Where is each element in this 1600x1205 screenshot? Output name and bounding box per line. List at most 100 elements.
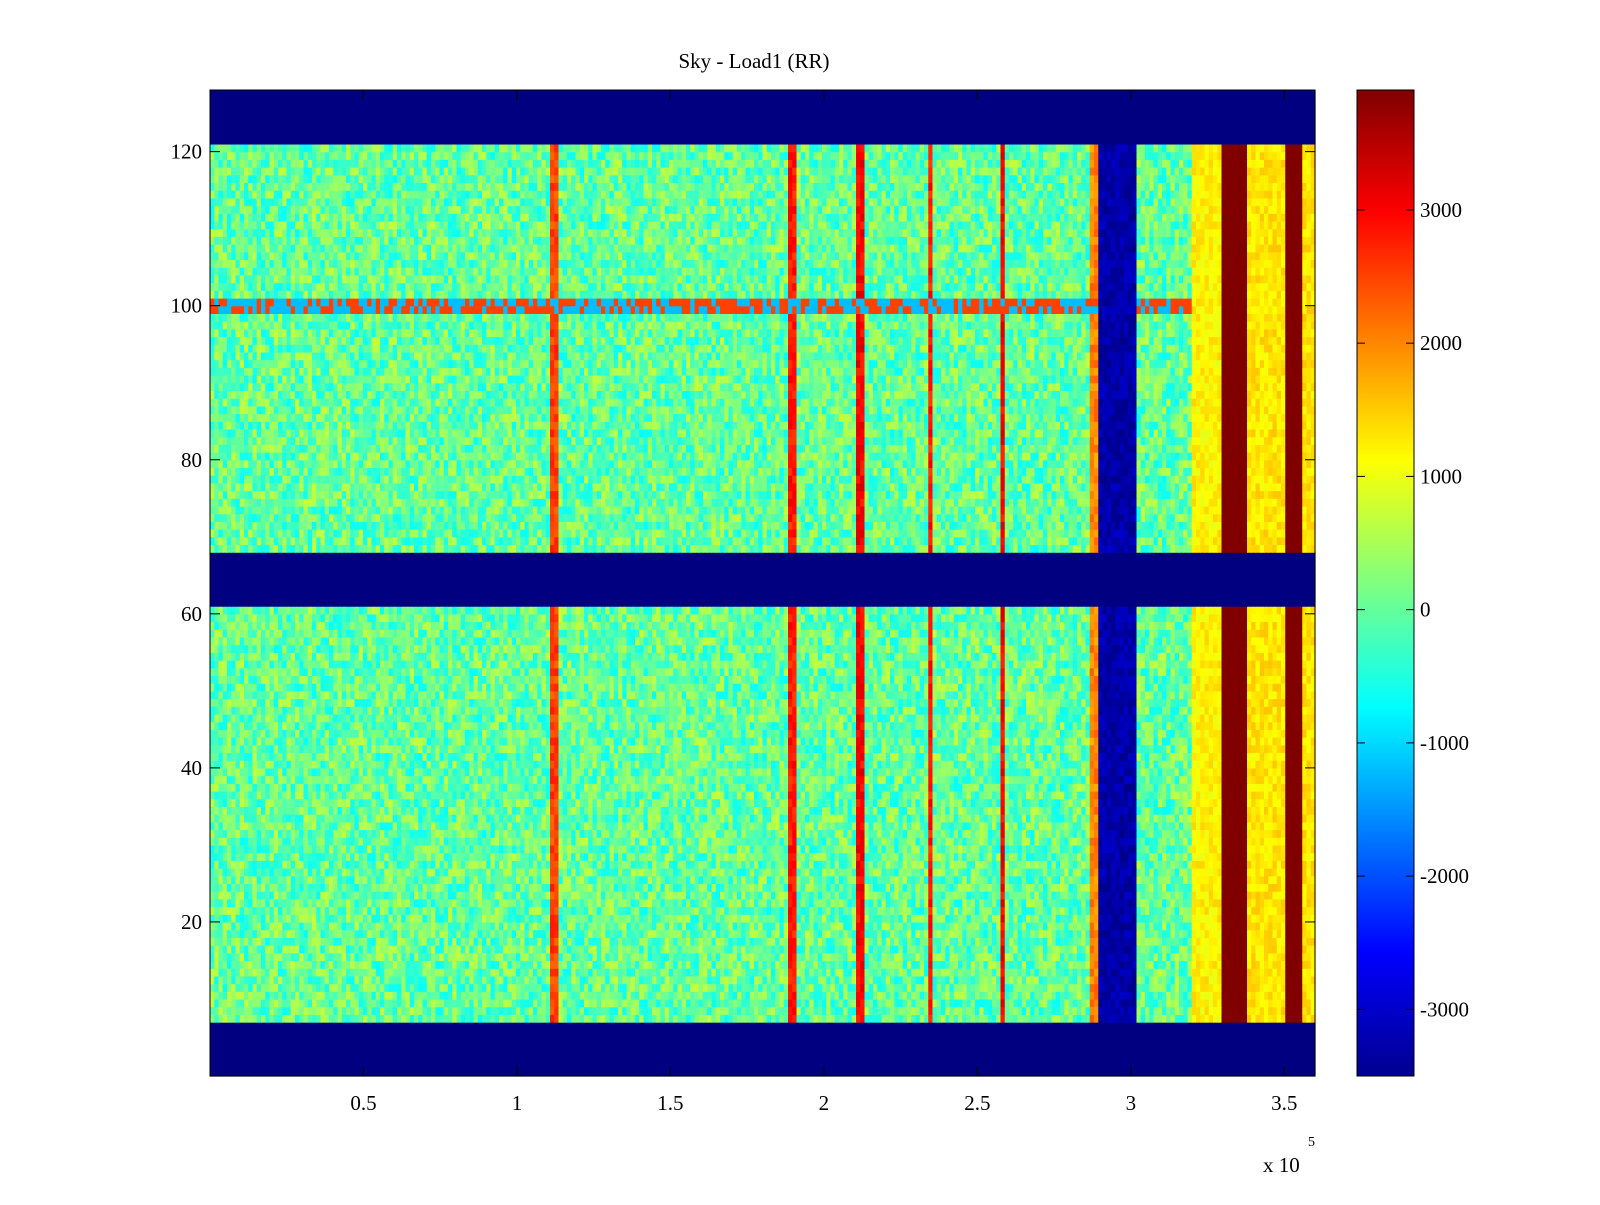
heatmap-cell <box>1205 953 1210 961</box>
heatmap-cell <box>393 991 398 999</box>
heatmap-cell <box>894 945 899 953</box>
heatmap-cell <box>635 984 640 992</box>
heatmap-cell <box>916 1014 921 1022</box>
heatmap-cell <box>363 937 368 945</box>
heatmap-cell <box>835 1037 840 1045</box>
heatmap-cell <box>1222 999 1227 1007</box>
heatmap-cell <box>907 953 912 961</box>
heatmap-cell <box>1171 1022 1176 1030</box>
heatmap-cell <box>775 991 780 999</box>
heatmap-cell <box>333 1037 338 1045</box>
heatmap-cell <box>1090 960 1095 968</box>
heatmap-cell <box>729 1068 734 1076</box>
heatmap-cell <box>1043 1061 1048 1069</box>
heatmap-cell <box>1192 1022 1197 1030</box>
heatmap-cell <box>508 1030 513 1038</box>
heatmap-cell <box>1005 1053 1010 1061</box>
heatmap-cell <box>431 1068 436 1076</box>
heatmap-cell <box>397 991 402 999</box>
heatmap-cell <box>809 1022 814 1030</box>
heatmap-cell <box>1226 953 1231 961</box>
heatmap-cell <box>971 1030 976 1038</box>
heatmap-cell <box>839 984 844 992</box>
heatmap-cell <box>1264 999 1269 1007</box>
heatmap-cell <box>1120 1037 1125 1045</box>
heatmap-cell <box>444 937 449 945</box>
heatmap-cell <box>1234 1022 1239 1030</box>
heatmap-cell <box>890 1014 895 1022</box>
heatmap-cell <box>1149 953 1154 961</box>
heatmap-cell <box>355 991 360 999</box>
heatmap-cell <box>1256 945 1261 953</box>
heatmap-cell <box>550 999 555 1007</box>
heatmap-cell <box>363 968 368 976</box>
heatmap-cell <box>618 968 623 976</box>
heatmap-cell <box>1120 991 1125 999</box>
heatmap-cell <box>665 984 670 992</box>
heatmap-cell <box>716 1022 721 1030</box>
heatmap-cell <box>839 1045 844 1053</box>
heatmap-cell <box>1158 1014 1163 1022</box>
heatmap-cell <box>1124 1068 1129 1076</box>
heatmap-cell <box>673 1030 678 1038</box>
heatmap-cell <box>1086 1045 1091 1053</box>
heatmap-cell <box>839 976 844 984</box>
heatmap-cell <box>767 960 772 968</box>
heatmap-cell <box>508 1007 513 1015</box>
heatmap-cell <box>648 945 653 953</box>
heatmap-cell <box>278 1037 283 1045</box>
heatmap-cell <box>1090 953 1095 961</box>
heatmap-cell <box>1001 1068 1006 1076</box>
heatmap-cell <box>741 984 746 992</box>
heatmap-cell <box>329 953 334 961</box>
heatmap-cell <box>461 1030 466 1038</box>
heatmap-cell <box>295 1022 300 1030</box>
heatmap-cell <box>1281 999 1286 1007</box>
heatmap-cell <box>648 953 653 961</box>
heatmap-cell <box>270 1061 275 1069</box>
heatmap-cell <box>831 984 836 992</box>
heatmap-cell <box>231 976 236 984</box>
heatmap-cell <box>427 1030 432 1038</box>
heatmap-cell <box>525 1053 530 1061</box>
heatmap-cell <box>550 1030 555 1038</box>
heatmap-cell <box>822 1053 827 1061</box>
heatmap-cell <box>584 1007 589 1015</box>
heatmap-cell <box>346 945 351 953</box>
heatmap-cell <box>304 1037 309 1045</box>
heatmap-cell <box>894 1053 899 1061</box>
heatmap-cell <box>1268 968 1273 976</box>
heatmap-cell <box>678 1030 683 1038</box>
heatmap-cell <box>835 968 840 976</box>
heatmap-cell <box>1285 1053 1290 1061</box>
heatmap-cell <box>639 1045 644 1053</box>
heatmap-cell <box>1217 1045 1222 1053</box>
heatmap-cell <box>312 937 317 945</box>
heatmap-cell <box>903 991 908 999</box>
heatmap-cell <box>316 976 321 984</box>
heatmap-cell <box>775 1007 780 1015</box>
heatmap-cell <box>669 1037 674 1045</box>
heatmap-cell <box>1175 1022 1180 1030</box>
heatmap-cell <box>1234 984 1239 992</box>
heatmap-cell <box>1196 1045 1201 1053</box>
heatmap-cell <box>410 1061 415 1069</box>
heatmap-cell <box>988 968 993 976</box>
heatmap-cell <box>1307 1037 1312 1045</box>
heatmap-cell <box>988 1053 993 1061</box>
heatmap-cell <box>355 1007 360 1015</box>
heatmap-cell <box>1196 999 1201 1007</box>
heatmap-cell <box>729 976 734 984</box>
heatmap-cell <box>1043 984 1048 992</box>
heatmap-cell <box>219 1022 224 1030</box>
heatmap-cell <box>971 1014 976 1022</box>
heatmap-cell <box>1230 968 1235 976</box>
heatmap-cell <box>1230 945 1235 953</box>
heatmap-cell <box>380 1014 385 1022</box>
heatmap-cell <box>877 1037 882 1045</box>
heatmap-cell <box>1069 968 1074 976</box>
heatmap-cell <box>992 984 997 992</box>
heatmap-cell <box>537 1014 542 1022</box>
heatmap-cell <box>248 937 253 945</box>
heatmap-cell <box>873 953 878 961</box>
